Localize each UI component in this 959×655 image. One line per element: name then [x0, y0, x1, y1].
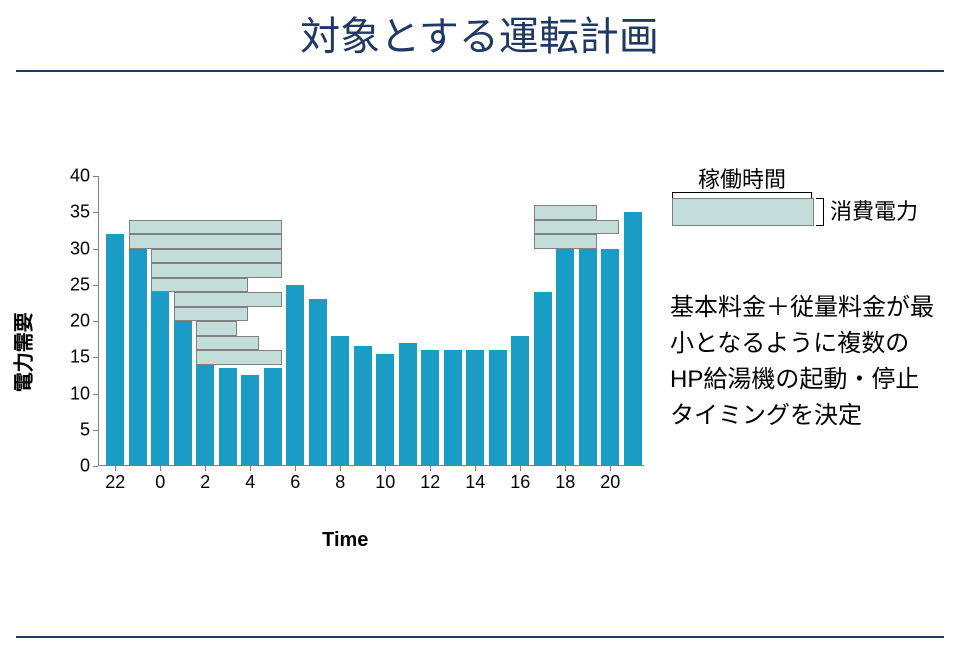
x-tick-label: 12: [420, 472, 440, 493]
schedule-strip: [129, 234, 282, 249]
y-tick-label: 5: [80, 419, 90, 440]
y-tick-label: 0: [80, 456, 90, 477]
y-tick-label: 30: [70, 238, 90, 259]
x-tick-label: 6: [290, 472, 300, 493]
schedule-strip: [534, 234, 597, 249]
title-rule: [16, 70, 944, 72]
schedule-strip: [151, 263, 282, 278]
x-tick-mark: [610, 466, 611, 471]
x-tick-label: 4: [245, 472, 255, 493]
schedule-strip: [174, 307, 249, 322]
bar: [376, 354, 394, 466]
y-tick-label: 25: [70, 274, 90, 295]
bar: [264, 368, 282, 466]
bar: [354, 346, 372, 466]
bar: [151, 270, 169, 466]
bar: [174, 321, 192, 466]
page-title: 対象とする運転計画: [0, 4, 959, 62]
schedule-strip: [196, 336, 259, 351]
x-tick-mark: [340, 466, 341, 471]
x-tick-mark: [250, 466, 251, 471]
bar: [331, 336, 349, 467]
x-tick-label: 18: [555, 472, 575, 493]
bar: [106, 234, 124, 466]
legend-top-label: 稼働時間: [698, 162, 786, 194]
bar: [624, 212, 642, 466]
chart-container: 電力需要 05101520253035402202468101214161820…: [26, 168, 646, 548]
x-tick-mark: [520, 466, 521, 471]
bar: [309, 299, 327, 466]
bar: [601, 249, 619, 467]
y-tick-label: 20: [70, 311, 90, 332]
y-tick-mark: [93, 249, 98, 250]
bar: [579, 245, 597, 466]
y-tick-label: 40: [70, 166, 90, 187]
bar: [196, 354, 214, 466]
bar: [466, 350, 484, 466]
schedule-strip: [151, 249, 282, 264]
x-axis-label: Time: [322, 529, 368, 552]
y-tick-mark: [93, 285, 98, 286]
bar: [511, 336, 529, 467]
legend-brace-right: [816, 198, 824, 226]
x-tick-label: 22: [105, 472, 125, 493]
x-tick-label: 8: [335, 472, 345, 493]
footer-rule: [16, 636, 944, 638]
legend-right-label: 消費電力: [830, 194, 918, 226]
bar: [286, 285, 304, 466]
description-text: 基本料金＋従量料金が最小となるように複数のHP給湯機の起動・停止タイミングを決定: [670, 290, 940, 434]
slide: 対象とする運転計画 電力需要 0510152025303540220246810…: [0, 0, 959, 655]
x-tick-mark: [160, 466, 161, 471]
schedule-strip: [534, 220, 620, 235]
y-tick-mark: [93, 321, 98, 322]
y-tick-label: 10: [70, 383, 90, 404]
y-tick-mark: [93, 466, 98, 467]
x-tick-label: 16: [510, 472, 530, 493]
x-tick-mark: [565, 466, 566, 471]
x-tick-label: 2: [200, 472, 210, 493]
schedule-strip: [534, 205, 597, 220]
bar: [534, 292, 552, 466]
bar: [421, 350, 439, 466]
bar: [556, 249, 574, 467]
x-tick-label: 10: [375, 472, 395, 493]
y-tick-mark: [93, 357, 98, 358]
x-tick-mark: [295, 466, 296, 471]
schedule-strip: [196, 321, 237, 336]
y-axis-label: 電力需要: [8, 312, 37, 392]
y-tick-mark: [93, 176, 98, 177]
y-tick-label: 15: [70, 347, 90, 368]
bar: [399, 343, 417, 466]
legend-swatch: [672, 198, 814, 226]
schedule-strip: [174, 292, 282, 307]
y-tick-label: 35: [70, 202, 90, 223]
x-tick-mark: [205, 466, 206, 471]
y-tick-mark: [93, 394, 98, 395]
schedule-strip: [129, 220, 282, 235]
y-tick-mark: [93, 212, 98, 213]
x-tick-label: 20: [600, 472, 620, 493]
bar: [129, 220, 147, 467]
bar: [219, 368, 237, 466]
bar: [489, 350, 507, 466]
x-tick-label: 14: [465, 472, 485, 493]
x-tick-mark: [430, 466, 431, 471]
x-tick-mark: [385, 466, 386, 471]
schedule-strip: [151, 278, 248, 293]
bar: [241, 375, 259, 466]
x-tick-label: 0: [155, 472, 165, 493]
y-tick-mark: [93, 430, 98, 431]
y-axis-line: [98, 176, 99, 466]
x-tick-mark: [475, 466, 476, 471]
schedule-strip: [196, 350, 282, 365]
plot-area: 05101520253035402202468101214161820: [98, 176, 644, 466]
bar: [444, 350, 462, 466]
x-tick-mark: [115, 466, 116, 471]
